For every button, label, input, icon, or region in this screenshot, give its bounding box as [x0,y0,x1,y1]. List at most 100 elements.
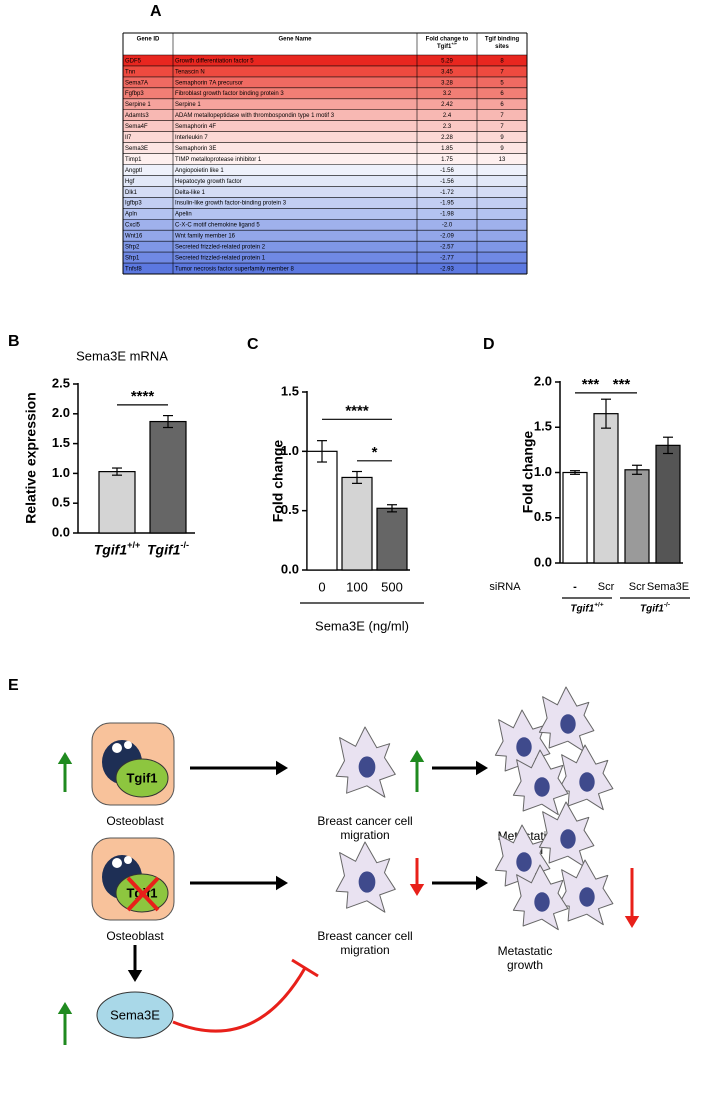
y-axis-label: Fold change [270,440,286,523]
outcome-label: Metastatic [498,944,553,958]
y-tick-label: 0.0 [52,524,70,539]
table-cell: 3.28 [441,80,453,86]
table-cell: Tnfsf8 [125,266,142,272]
table-cell: 7 [500,113,504,119]
significance: **** [131,388,155,405]
table-row [123,252,527,264]
table-cell: 7 [500,69,504,75]
y-axis-label: Relative expression [23,392,39,524]
process-label: migration [340,943,389,957]
table-cell: Il7 [125,135,132,141]
arrow-head [276,760,288,776]
table-row [123,241,527,253]
y-tick-label: 0.5 [534,509,552,524]
cell-label: Osteoblast [106,929,164,943]
table-row [123,76,527,88]
nucleolus [112,858,122,868]
cell-nucleus [516,852,532,872]
table-cell: TIMP metalloprotease inhibitor 1 [175,157,262,163]
table-cell: 6 [500,102,504,108]
table-cell: Sema7A [125,80,148,86]
inhibition [172,967,307,1033]
table-cell: -1.56 [440,168,454,174]
bar [624,469,650,564]
bar [149,420,187,534]
bar [655,444,681,564]
significance: **** [345,402,369,419]
table-cell: Apelin [175,212,192,218]
table-cell: Wnt16 [125,234,143,240]
table-header: Fold change to [426,37,469,43]
process-label: migration [340,828,389,842]
sema3e [96,991,174,1039]
bar [306,450,338,571]
table-cell: 2.3 [443,124,452,130]
y-tick-label: 0.5 [52,495,70,510]
table-row [123,65,527,77]
arrow-head [57,1002,73,1014]
table-header: Gene Name [278,37,312,43]
arrow-head [57,752,73,764]
y-tick-label: 1.0 [281,443,299,458]
table-cell: -2.0 [442,223,453,229]
y-tick-label: 0.0 [281,561,299,576]
table-header: Tgif binding [485,37,520,43]
cell-label: Osteoblast [106,814,164,828]
y-tick-label: 1.5 [281,383,299,398]
table-cell: Semaphorin 7A precursor [175,80,243,86]
label-base: Tgif1 [437,44,452,50]
table-cell: 1.85 [441,146,453,152]
table-cell: -1.56 [440,179,454,185]
table-cell: 2.42 [441,102,453,108]
table-cell: Sfrp1 [125,255,140,261]
table-cell: 5.29 [441,58,453,64]
table-cell: Hepatocyte growth factor [175,179,242,185]
protein-label: Tgif1 [126,770,157,785]
table-row [123,175,527,187]
x-tick-label: - [573,581,577,593]
table-cell: -1.95 [440,201,454,207]
bar [341,476,373,571]
cell-nucleus [358,756,376,778]
table-cell: -2.09 [440,234,454,240]
table-cell: Angiopoietin like 1 [175,168,224,174]
table-header: Gene ID [137,37,160,43]
arrow-head [476,875,488,891]
table-cell: 13 [499,157,506,163]
chart-title: Sema3E mRNA [76,348,168,363]
bar [562,471,588,564]
arrow-head [409,750,425,762]
label-superscript: +/+ [594,602,604,609]
table-cell: 1.75 [441,157,453,163]
y-tick-label: 1.0 [52,465,70,480]
cell-nucleus [516,737,532,757]
table-cell: 8 [500,58,504,64]
table-cell: Tenascin N [175,69,205,75]
panel-letter: B [8,333,20,350]
table-cell: -2.57 [440,245,454,251]
tgif1-protein [115,758,169,798]
table-row [123,87,527,99]
table-cell: Interleukin 7 [175,135,208,141]
panel-letter: C [247,336,259,353]
table-cell: Growth differentiation factor 5 [175,58,254,64]
table-cell: 3.2 [443,91,452,97]
table-cell: Sema4F [125,124,148,130]
table-cell: Fibroblast growth factor binding protein… [175,91,284,97]
table-cell: Tumor necrosis factor superfamily member… [175,266,294,272]
table-row [123,263,527,274]
significance: * [372,444,378,461]
table-cell: Serpine 1 [175,102,201,108]
label-base: Tgif1 [147,542,181,558]
label-superscript: -/- [180,540,189,550]
arrow-head [127,970,143,982]
table-cell: Secreted frizzled-related protein 2 [175,245,266,251]
x-tick-label: Sema3E [647,581,689,593]
table-row [123,98,527,110]
label-superscript: +/+ [127,540,140,550]
table-cell: Serpine 1 [125,102,151,108]
bar [593,413,619,564]
y-tick-label: 0.5 [281,502,299,517]
table-cell: Cxcl5 [125,223,141,229]
table-cell: GDF5 [125,58,142,64]
